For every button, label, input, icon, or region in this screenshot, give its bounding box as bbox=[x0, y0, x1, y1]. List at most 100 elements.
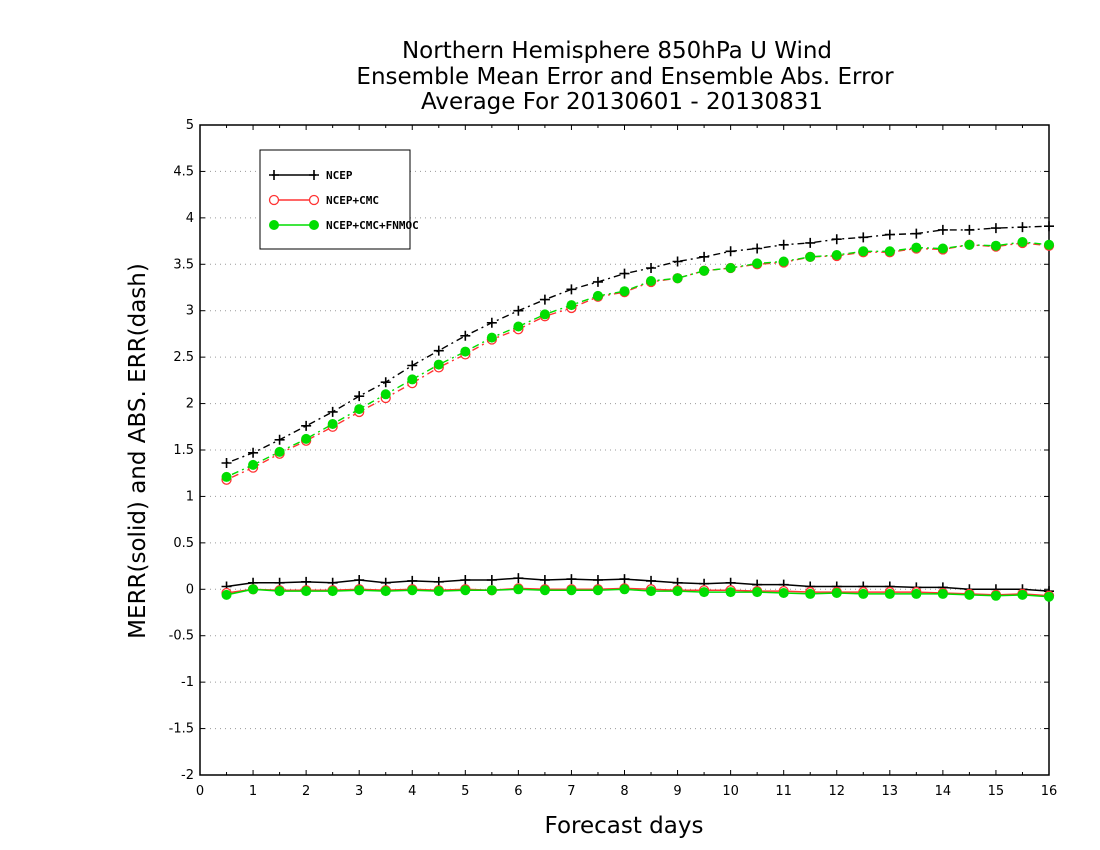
mean-error-point bbox=[619, 574, 630, 585]
abs-error-point bbox=[221, 471, 232, 482]
mean-error-point bbox=[539, 585, 550, 596]
mean-error-point bbox=[460, 575, 471, 585]
abs-error-point bbox=[752, 258, 763, 269]
chart-title-line-3: Average For 20130601 - 20130831 bbox=[421, 89, 823, 115]
x-tick-label: 7 bbox=[567, 784, 575, 799]
mean-error-point bbox=[725, 587, 736, 598]
abs-error-point bbox=[725, 246, 736, 257]
x-tick-label: 6 bbox=[514, 784, 522, 799]
x-tick-label: 14 bbox=[935, 784, 952, 799]
mean-error-point bbox=[752, 587, 763, 598]
x-axis-title: Forecast days bbox=[545, 813, 704, 839]
legend: NCEP NCEP+CMC NCEP+CMC+FNMOC bbox=[259, 149, 419, 250]
abs-error-point bbox=[566, 300, 577, 311]
x-tick-label: 9 bbox=[673, 784, 681, 799]
mean-error-point bbox=[884, 588, 895, 599]
abs-error-point bbox=[327, 406, 338, 417]
x-tick-label: 11 bbox=[775, 784, 792, 799]
mean-error-point bbox=[592, 575, 603, 585]
y-tick-label: -2 bbox=[181, 768, 194, 783]
mean-error-point bbox=[486, 585, 497, 596]
abs-error-point bbox=[513, 321, 524, 332]
abs-error-point bbox=[1044, 239, 1054, 250]
abs-error-point bbox=[778, 256, 789, 267]
mean-error-point bbox=[592, 585, 603, 596]
abs-error-point bbox=[884, 229, 895, 240]
mean-error-point bbox=[407, 585, 418, 596]
legend-label: NCEP+CMC+FNMOC bbox=[326, 219, 419, 232]
abs-error-point bbox=[964, 239, 975, 250]
mean-error-point bbox=[221, 589, 232, 600]
abs-error-point bbox=[752, 243, 763, 254]
legend-marker bbox=[308, 194, 320, 206]
abs-error-point bbox=[248, 447, 259, 458]
abs-error-point bbox=[221, 458, 232, 468]
abs-error-point bbox=[1017, 222, 1028, 233]
abs-error-point bbox=[672, 256, 683, 267]
mean-error-point bbox=[831, 588, 842, 598]
abs-error-point bbox=[301, 420, 312, 431]
abs-error-point bbox=[248, 459, 259, 470]
abs-error-point bbox=[699, 265, 710, 276]
mean-error-point bbox=[964, 589, 975, 600]
mean-error-point bbox=[911, 588, 922, 599]
legend-entry-1: NCEP+CMC bbox=[268, 194, 379, 207]
mean-error-point bbox=[460, 585, 471, 596]
abs-error-point bbox=[937, 224, 948, 235]
abs-error-point bbox=[380, 377, 391, 388]
abs-error-point bbox=[699, 251, 710, 262]
mean-error-point bbox=[646, 586, 657, 597]
mean-error-point bbox=[248, 584, 259, 595]
y-tick-label: 0 bbox=[186, 582, 194, 597]
mean-error-point bbox=[1017, 589, 1028, 600]
y-axis-title: MERR(solid) and ABS. ERR(dash) bbox=[125, 263, 151, 639]
mean-error-point bbox=[539, 575, 550, 585]
x-tick-label: 15 bbox=[988, 784, 1005, 799]
x-tick-label: 4 bbox=[408, 784, 416, 799]
abs-error-point bbox=[301, 433, 312, 444]
abs-error-point bbox=[831, 234, 842, 245]
mean-error-point bbox=[937, 588, 948, 599]
abs-error-point bbox=[433, 359, 444, 370]
legend-marker bbox=[268, 194, 280, 206]
legend-marker bbox=[309, 220, 319, 230]
y-tick-label: 2 bbox=[186, 397, 194, 412]
mean-error-point bbox=[805, 588, 816, 599]
legend-entry-0: NCEP bbox=[269, 169, 353, 182]
abs-error-point bbox=[486, 317, 497, 328]
abs-error-point bbox=[354, 391, 365, 402]
legend-label: NCEP bbox=[326, 169, 353, 182]
x-tick-label: 2 bbox=[302, 784, 310, 799]
y-tick-label: 0.5 bbox=[173, 536, 194, 551]
series-0 bbox=[221, 221, 1054, 597]
x-tick-label: 10 bbox=[722, 784, 739, 799]
abs-error-point bbox=[778, 239, 789, 250]
abs-error-point bbox=[646, 263, 657, 273]
abs-error-point bbox=[884, 246, 895, 257]
x-tick-label: 5 bbox=[461, 784, 469, 799]
mean-error-point bbox=[699, 587, 710, 598]
x-tick-label: 12 bbox=[828, 784, 845, 799]
y-tick-label: 4 bbox=[186, 211, 194, 226]
x-tick-label: 13 bbox=[882, 784, 899, 799]
y-tick-label: -1.5 bbox=[169, 722, 194, 737]
mean-error-point bbox=[354, 575, 365, 585]
x-tick-label: 16 bbox=[1041, 784, 1058, 799]
abs-error-point bbox=[354, 404, 365, 415]
mean-error-point bbox=[566, 585, 577, 596]
mean-error-point bbox=[566, 574, 577, 585]
abs-error-point bbox=[619, 268, 630, 279]
mean-error-point bbox=[301, 586, 312, 597]
abs-error-point bbox=[327, 419, 338, 429]
abs-error-point bbox=[725, 263, 736, 273]
x-tick-label: 8 bbox=[620, 784, 628, 799]
abs-error-point bbox=[1044, 221, 1054, 232]
y-tick-label: 2.5 bbox=[173, 350, 194, 365]
abs-error-line bbox=[226, 241, 1050, 478]
abs-error-point bbox=[460, 346, 471, 357]
legend-marker bbox=[309, 170, 319, 180]
abs-error-point bbox=[619, 286, 630, 297]
abs-error-point bbox=[566, 284, 577, 295]
abs-error-point bbox=[592, 290, 603, 301]
abs-error-point bbox=[964, 224, 975, 235]
